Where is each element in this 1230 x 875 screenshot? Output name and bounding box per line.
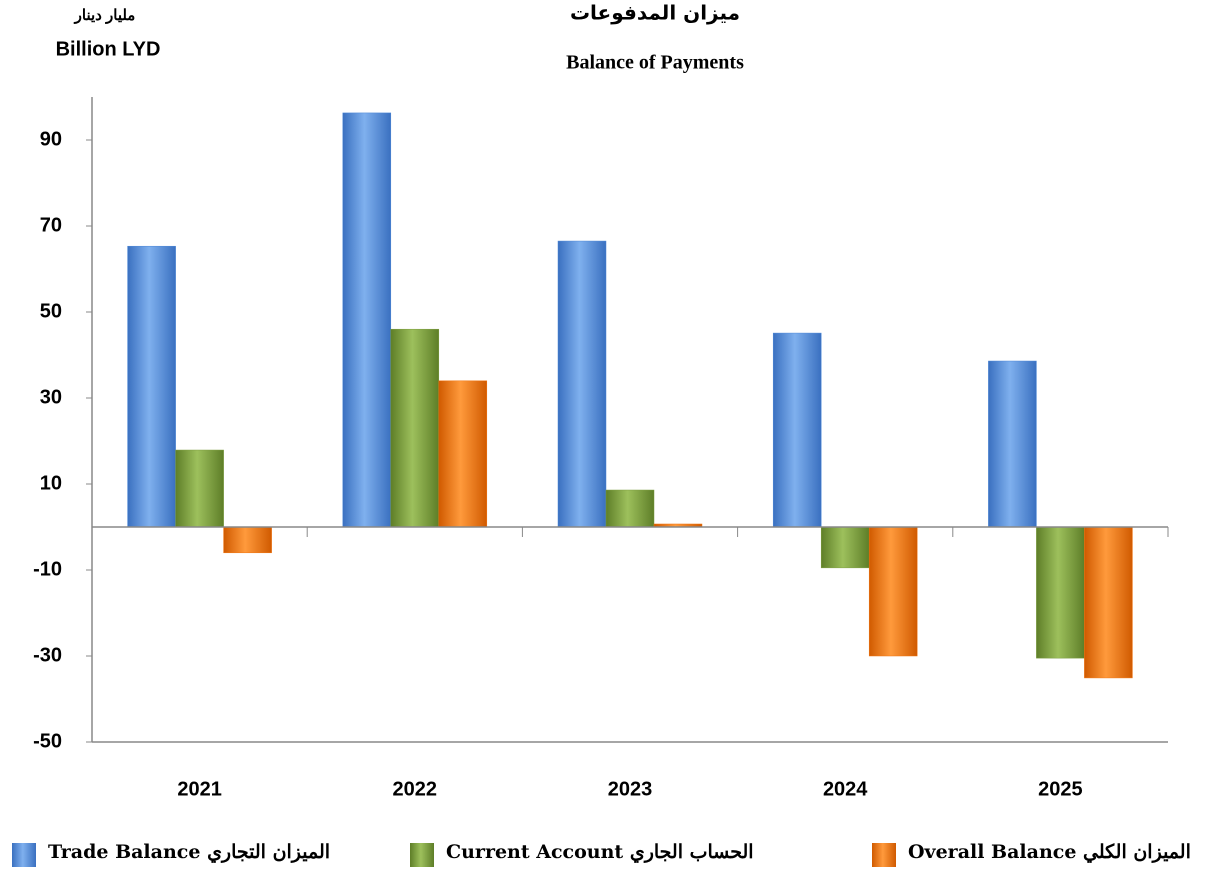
bar: [868, 526, 918, 657]
bar: [438, 380, 488, 528]
bar: [1084, 526, 1133, 679]
legend-swatch: [12, 843, 36, 867]
legend-swatch: [410, 843, 434, 867]
x-tick-label: 2025: [1038, 778, 1083, 800]
unit-label: Billion LYD: [56, 38, 161, 60]
x-tick-label: 2022: [393, 778, 438, 800]
bar: [820, 526, 870, 569]
bar: [127, 245, 176, 528]
x-tick-label: 2024: [823, 778, 868, 800]
bar: [390, 328, 440, 528]
bar: [605, 489, 655, 528]
y-tick-label: -50: [33, 730, 62, 752]
bar: [223, 526, 272, 554]
x-tick-label: 2023: [608, 778, 653, 800]
legend-swatch: [872, 843, 896, 867]
legend-label: Current Account الحساب الجاري: [446, 841, 754, 864]
y-tick-label: 50: [40, 300, 62, 322]
y-tick-label: -30: [33, 644, 62, 666]
bar: [1036, 526, 1085, 659]
bar: [988, 360, 1037, 528]
y-tick-label: 10: [40, 472, 62, 494]
legend-label: Overall Balance الميزان الكلي: [908, 841, 1191, 864]
bar: [772, 332, 822, 528]
y-tick-label: 30: [40, 386, 62, 408]
y-tick-label: -10: [33, 558, 62, 580]
y-tick-label: 70: [40, 214, 62, 236]
x-tick-label: 2021: [177, 778, 222, 800]
chart-title: ميزان المدفوعات: [570, 1, 740, 25]
chart-subtitle: Balance of Payments: [566, 52, 744, 74]
bar: [342, 112, 392, 528]
bar: [175, 449, 224, 528]
bar: [557, 240, 607, 528]
unit-label-ar: مليار دينار: [74, 7, 136, 24]
y-tick-label: 90: [40, 128, 62, 150]
legend-label: Trade Balance الميزان التجاري: [48, 841, 330, 864]
